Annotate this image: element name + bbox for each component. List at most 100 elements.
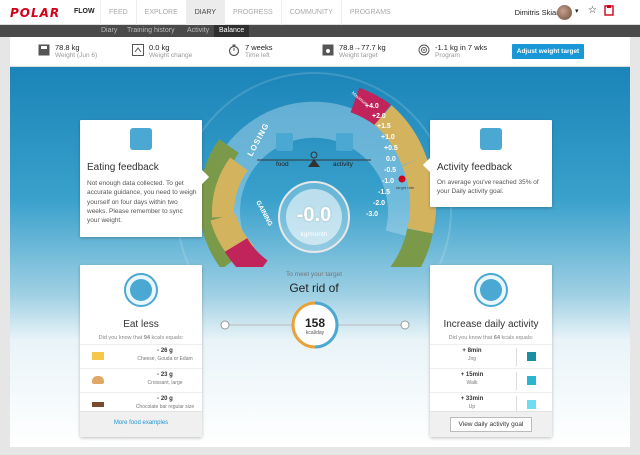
- food-weight-icon: [276, 133, 293, 151]
- eat-less-footer: More food examples: [80, 411, 202, 437]
- stat-value: 0.0 kg: [149, 43, 170, 52]
- tick-label: +0.5: [384, 145, 398, 152]
- tab-training-history[interactable]: Training history: [127, 27, 175, 34]
- increase-activity-icon-circle: [474, 273, 508, 307]
- jog-swatch: [527, 352, 536, 361]
- food-name: Croissant, large: [147, 380, 183, 386]
- tick-label: 0.0: [386, 156, 396, 163]
- nav-feed[interactable]: FEED: [100, 0, 136, 25]
- nav-explore[interactable]: EXPLORE: [135, 0, 186, 25]
- walk-swatch: [527, 376, 536, 385]
- target-rate-marker: [398, 175, 406, 183]
- polar-logo[interactable]: POLAR: [10, 6, 61, 20]
- activity-name: Walk: [466, 380, 478, 386]
- tick-label: -0.5: [384, 167, 397, 174]
- cheese-icon: [92, 352, 104, 360]
- did-pre: Did you know that: [448, 335, 493, 341]
- divider: [516, 348, 517, 366]
- balance-fulcrum: [308, 159, 320, 167]
- food-row: - 23 g Croissant, large: [80, 368, 202, 392]
- user-name[interactable]: Dimitris Skiannis: [514, 8, 570, 17]
- stopwatch-icon: [228, 44, 240, 56]
- nav-programs[interactable]: PROGRAMS: [340, 0, 399, 25]
- rate-inner-circle: [286, 189, 342, 245]
- losing-zone: [198, 139, 241, 267]
- stats-bar: 78.8 kg Weight (Jun 6) 0.0 kg Weight cha…: [10, 37, 630, 67]
- stat-label: Time left: [245, 52, 270, 59]
- adjust-weight-target-button[interactable]: Adjust weight target: [512, 44, 584, 59]
- food-row: - 20 g Chocolate bar regular size: [80, 392, 202, 416]
- flow-brand[interactable]: FLOW: [74, 8, 95, 15]
- target-scale-icon: [322, 44, 334, 56]
- target-subtitle: To meet your target: [286, 271, 342, 278]
- star-icon[interactable]: ☆: [588, 5, 597, 16]
- tick-label: +4.0: [365, 103, 379, 110]
- balance-pivot: [310, 151, 318, 159]
- chocolate-bar-icon: [92, 402, 104, 407]
- tick-label: +1.0: [381, 134, 395, 141]
- stat-value: -1.1 kg in 7 wks: [435, 43, 488, 52]
- more-food-examples-link[interactable]: More food examples: [113, 420, 169, 426]
- right-olive-zone: [390, 228, 433, 267]
- chevron-down-icon[interactable]: ▾: [575, 8, 579, 15]
- tick-label: -3.0: [366, 211, 379, 218]
- activity-feedback-card: Activity feedback On average you've reac…: [422, 120, 552, 207]
- sync-icon[interactable]: [604, 5, 614, 19]
- tab-activity[interactable]: Activity: [187, 27, 210, 34]
- food-name: Chocolate bar regular size: [135, 404, 195, 410]
- right-tan-zone: [374, 105, 427, 166]
- nav-community[interactable]: COMMUNITY: [280, 0, 341, 25]
- nav-diary[interactable]: DIARY: [185, 0, 225, 25]
- avatar[interactable]: [557, 5, 572, 20]
- tab-balance[interactable]: Balance: [214, 25, 250, 37]
- eat-less-did-you-know: Did you know that 94 kcals equals:: [80, 335, 202, 341]
- eat-less-card: Eat less Did you know that 94 kcals equa…: [80, 265, 202, 437]
- activity-name: Up: [468, 404, 476, 410]
- main-nav: FEED EXPLORE DIARY PROGRESS COMMUNITY PR…: [100, 0, 399, 25]
- activity-feedback-text: On average you've reached 35% of your Da…: [437, 179, 539, 196]
- activity-amount: + 8min: [462, 348, 482, 354]
- food-name: Cheese, Gouda or Edam: [137, 356, 193, 362]
- did-num: 64: [493, 335, 501, 341]
- target-dial: [220, 301, 410, 349]
- tab-diary[interactable]: Diary: [101, 27, 118, 34]
- activity-amount: + 15min: [460, 372, 484, 378]
- activity-icon: [480, 128, 502, 150]
- activity-weight-icon: [336, 133, 353, 151]
- food-amount: - 20 g: [157, 396, 173, 402]
- scale-change-icon: [132, 44, 144, 56]
- food-icon: [130, 128, 152, 150]
- eating-feedback-title: Eating feedback: [87, 162, 159, 173]
- divider: [516, 396, 517, 414]
- target-unit: kcal/day: [305, 330, 325, 336]
- increase-activity-footer: View daily activity goal: [430, 411, 552, 437]
- eating-feedback-text: Not enough data collected. To get accura…: [87, 180, 197, 225]
- food-amount: - 26 g: [157, 348, 173, 354]
- tick-label: -1.0: [382, 178, 395, 185]
- activity-did-you-know: Did you know that 64 kcals equals:: [430, 335, 552, 341]
- nav-progress[interactable]: PROGRESS: [224, 0, 281, 25]
- view-daily-activity-goal-button[interactable]: View daily activity goal: [450, 417, 532, 432]
- eating-feedback-card: Eating feedback Not enough data collecte…: [80, 120, 210, 237]
- up-swatch: [527, 400, 536, 409]
- target-rate-label: target rate: [396, 185, 415, 190]
- gaining-max-zone: [224, 237, 268, 267]
- activity-row: + 33min Up: [430, 392, 552, 416]
- tick-label: +2.0: [372, 113, 386, 120]
- stat-label: Weight target: [339, 52, 378, 59]
- increase-activity-card: Increase daily activity Did you know tha…: [430, 265, 552, 437]
- activity-row: + 8min Jog: [430, 344, 552, 368]
- stat-value: 78.8→77.7 kg: [339, 43, 386, 52]
- rate-unit: kg/month: [300, 231, 328, 238]
- stat-label: Weight (Jun 6): [55, 52, 98, 59]
- did-post: kcals equals:: [501, 335, 534, 341]
- tick-label: -1.5: [378, 189, 391, 196]
- stat-value: 78.8 kg: [55, 43, 80, 52]
- rate-value: -0.0: [296, 204, 332, 226]
- food-row: - 26 g Cheese, Gouda or Edam: [80, 344, 202, 368]
- scale-icon: [38, 44, 50, 56]
- target-title: Get rid of: [289, 281, 339, 295]
- stat-value: 7 weeks: [245, 43, 273, 52]
- divider: [516, 372, 517, 390]
- eat-less-title: Eat less: [123, 319, 159, 330]
